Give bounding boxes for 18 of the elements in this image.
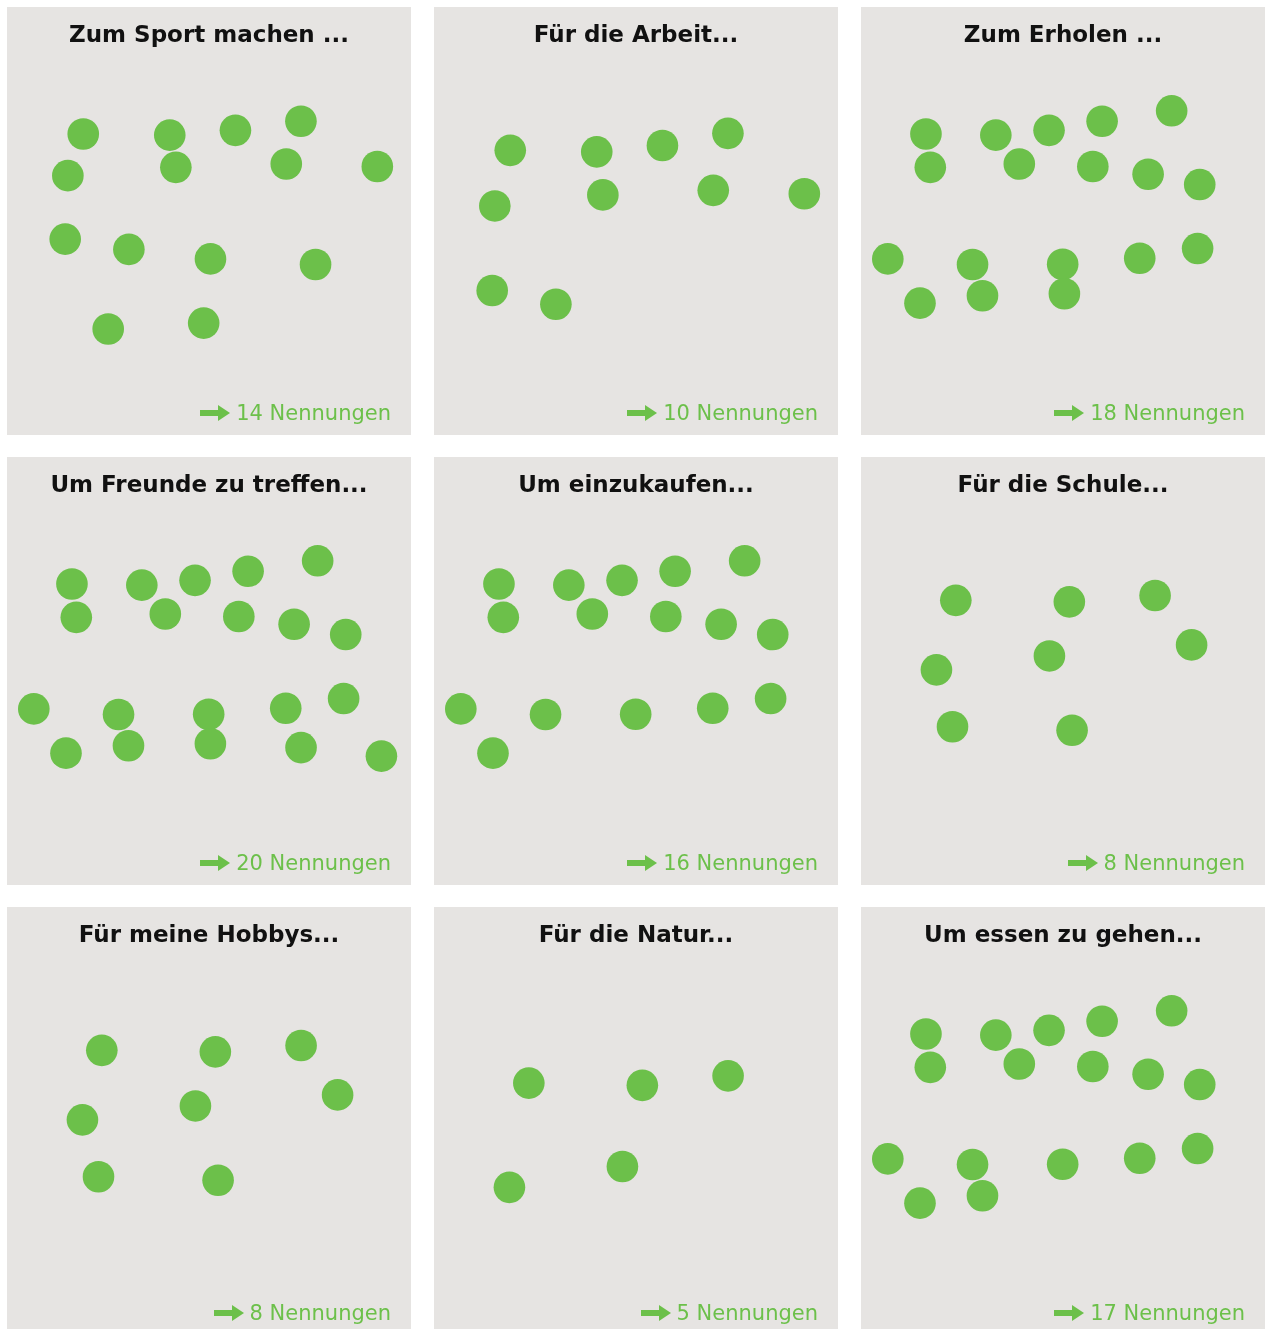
text: Um einzukaufen... — [518, 471, 754, 497]
data-label: 16 Nennungen — [663, 851, 818, 875]
data-label: 8 Nennungen — [1103, 851, 1245, 875]
data-label: 14 Nennungen — [236, 401, 391, 425]
data-label: 10 Nennungen — [663, 401, 818, 425]
text: Zum Erholen ... — [963, 21, 1163, 47]
data-label: 18 Nennungen — [1090, 401, 1245, 425]
data-label: 20 Nennungen — [236, 851, 391, 875]
text: Für die Arbeit... — [533, 21, 739, 47]
text: Für die Natur... — [538, 921, 734, 947]
text: Um Freunde zu treffen... — [50, 471, 368, 497]
data-label: 8 Nennungen — [249, 1301, 391, 1325]
text: Um essen zu gehen... — [924, 921, 1202, 947]
text: Für meine Hobbys... — [78, 921, 340, 947]
text: Zum Sport machen ... — [69, 21, 349, 47]
data-label: 17 Nennungen — [1090, 1301, 1245, 1325]
text: Für die Schule... — [957, 471, 1169, 497]
data-label: 5 Nennungen — [676, 1301, 818, 1325]
